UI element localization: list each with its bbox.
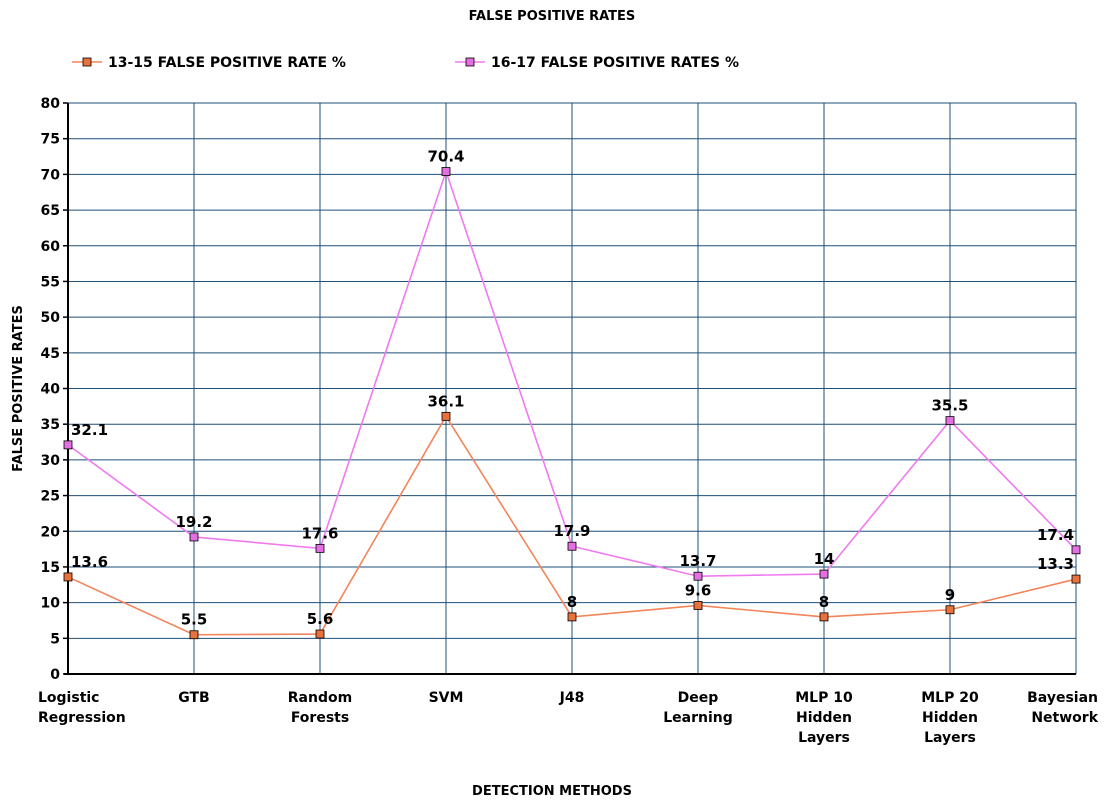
- data-label: 5.6: [307, 610, 334, 628]
- data-label: 36.1: [427, 392, 464, 410]
- data-label: 70.4: [427, 148, 464, 166]
- data-point: [1071, 574, 1081, 584]
- data-labels: 13.6 5.5 5.6 36.1 8 9.6 8 9 13.3 32.1 19.2 17.6 70.4…: [71, 148, 1074, 629]
- x-tick-label: MLP 10 Hidden Layers: [795, 690, 853, 746]
- chart-title: FALSE POSITIVE RATES: [469, 9, 636, 24]
- y-tick-label: 65: [41, 203, 60, 219]
- y-tick-label: 30: [41, 453, 61, 469]
- x-axis-title: DETECTION METHODS: [472, 784, 632, 799]
- x-tick-label: SVM: [429, 690, 464, 706]
- y-tick-label: 40: [41, 382, 61, 398]
- x-tick-label: MLP 20 Hidden Layers: [921, 690, 979, 746]
- data-point: [441, 411, 451, 421]
- x-tick-label: Random Forests: [288, 690, 352, 726]
- x-tick-labels: Logistic Regression GTB Random Forests SVM J48…: [38, 690, 1099, 746]
- y-tick-label: 70: [41, 167, 61, 183]
- y-tick-label: 15: [41, 560, 60, 576]
- y-tick-label: 5: [50, 631, 60, 647]
- data-label: 13.6: [71, 553, 108, 571]
- y-tick-label: 35: [41, 417, 60, 433]
- data-point: [819, 612, 829, 622]
- y-tick-label: 80: [41, 96, 61, 112]
- data-label: 17.6: [301, 524, 338, 542]
- legend-marker-1: [82, 57, 92, 67]
- data-point: [567, 612, 577, 622]
- data-label: 14: [814, 550, 835, 568]
- data-label: 32.1: [71, 421, 108, 439]
- y-tick-label: 55: [41, 274, 60, 290]
- data-point: [567, 541, 577, 551]
- data-point: [945, 605, 955, 615]
- data-point: [315, 543, 325, 553]
- data-label: 13.3: [1037, 555, 1074, 573]
- y-tick-label: 50: [41, 310, 61, 326]
- y-axis-title: FALSE POSITIVE RATES: [11, 305, 26, 472]
- x-tick-label: Deep Learning: [663, 690, 733, 726]
- y-tick-labels: 0 5 10 15 20 25 30 35 40 45 50 55 60 65 70 75 80: [41, 96, 61, 683]
- data-point: [441, 167, 451, 176]
- data-label: 35.5: [931, 397, 968, 415]
- data-point: [189, 630, 199, 640]
- y-tick-label: 60: [41, 239, 61, 255]
- legend-marker-2: [465, 57, 475, 67]
- data-label: 8: [567, 593, 577, 611]
- data-point: [1071, 545, 1081, 555]
- data-label: 17.4: [1037, 526, 1074, 544]
- data-label: 17.9: [553, 522, 590, 540]
- data-point: [945, 416, 955, 426]
- x-tick-label: Bayesian Network: [1027, 690, 1099, 726]
- legend: 13-15 FALSE POSITIVE RATE % 16-17 FALSE P…: [72, 55, 739, 71]
- data-point: [63, 440, 73, 450]
- data-label: 5.5: [181, 611, 208, 629]
- data-label: 8: [819, 593, 829, 611]
- data-point: [189, 532, 199, 542]
- data-point: [819, 569, 829, 579]
- data-point: [63, 572, 73, 582]
- legend-label-1: 13-15 FALSE POSITIVE RATE %: [108, 55, 346, 71]
- y-tick-label: 20: [41, 524, 61, 540]
- legend-label-2: 16-17 FALSE POSITIVE RATES %: [491, 55, 739, 71]
- data-label: 13.7: [679, 552, 716, 570]
- x-tick-label: Logistic Regression: [38, 690, 126, 726]
- y-tick-label: 0: [50, 667, 60, 683]
- y-tick-label: 75: [41, 132, 60, 148]
- x-tick-label: J48: [559, 690, 585, 706]
- series-group: [63, 167, 1081, 640]
- data-label: 9: [945, 586, 955, 604]
- data-label: 9.6: [685, 581, 712, 599]
- data-point: [315, 629, 325, 639]
- x-tick-label: GTB: [178, 690, 209, 706]
- gridlines: [68, 102, 1077, 674]
- data-label: 19.2: [175, 513, 212, 531]
- data-point: [693, 571, 703, 581]
- y-tick-label: 45: [41, 346, 60, 362]
- y-tick-label: 25: [41, 489, 60, 505]
- y-tick-label: 10: [41, 596, 61, 612]
- data-point: [693, 601, 703, 610]
